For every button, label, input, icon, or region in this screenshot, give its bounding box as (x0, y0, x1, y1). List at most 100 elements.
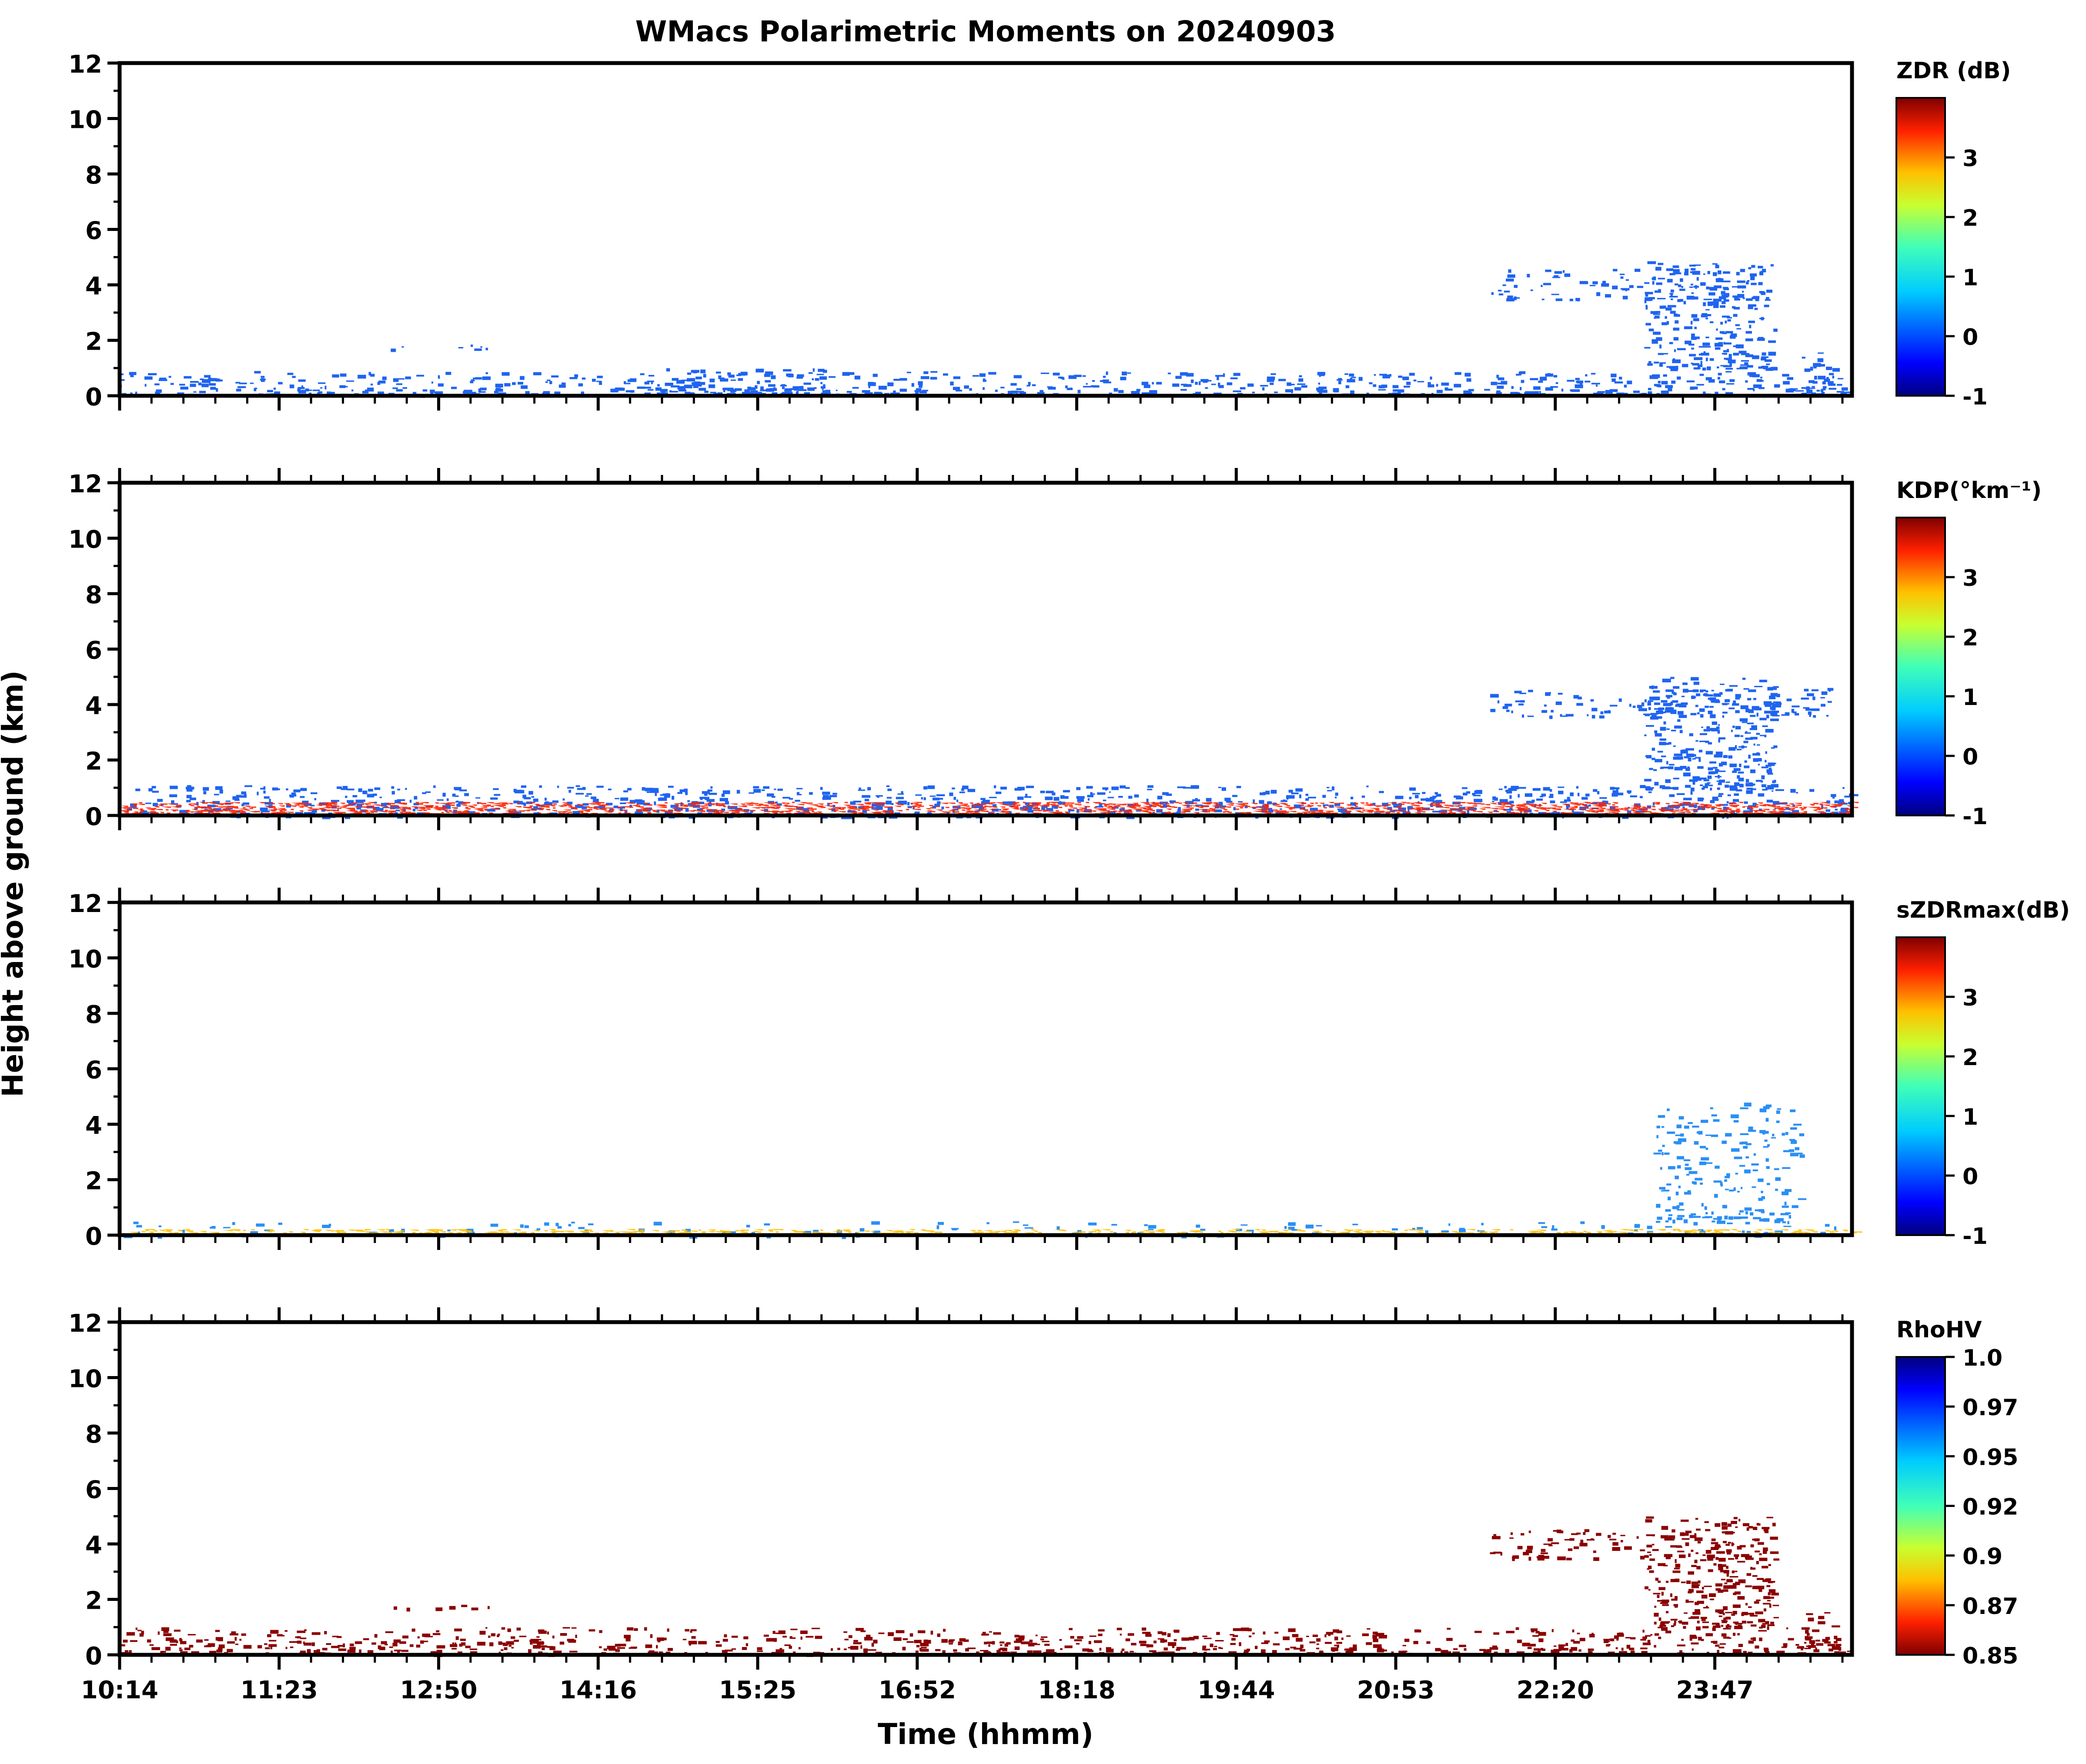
x-axis-label: Time (hhmm) (878, 1717, 1093, 1751)
colorbar (1895, 517, 1946, 816)
echo-speckle (1644, 261, 1778, 371)
axes-frame (117, 481, 1854, 818)
y-tick-label: 6 (85, 1056, 102, 1085)
y-tick-label: 12 (68, 50, 102, 79)
echo-speckle (1644, 1516, 1780, 1631)
x-tick-label: 23:47 (1676, 1676, 1753, 1704)
colorbar-tick-label: 0 (1962, 324, 1978, 351)
colorbar-label: RhoHV (1896, 1317, 1982, 1343)
echo-speckle (1653, 1102, 1807, 1224)
y-tick-label: 2 (85, 1587, 102, 1615)
colorbar-tick-label: 0.95 (1962, 1444, 2018, 1470)
y-tick-label: 0 (85, 383, 102, 411)
colorbar (1895, 1356, 1946, 1656)
y-tick-label: 12 (68, 890, 102, 918)
echo-speckle (120, 1627, 1853, 1657)
y-tick-label: 6 (85, 1476, 102, 1504)
y-tick-label: 8 (85, 1001, 102, 1029)
colorbar-tick-label: 3 (1962, 146, 1978, 172)
echo-speckle (1490, 1527, 1768, 1561)
x-tick-label: 19:44 (1197, 1676, 1275, 1704)
colorbar-label: sZDRmax(dB) (1896, 897, 2070, 923)
echo-speckle (640, 368, 836, 397)
x-tick-label: 22:20 (1517, 1676, 1594, 1704)
colorbar-tick-label: -1 (1962, 384, 1988, 410)
echo-rhohv-0 (120, 1627, 1853, 1657)
y-tick-label: 8 (85, 1420, 102, 1449)
echo-zdr-5 (1802, 352, 1840, 393)
colorbar-tick-label: 2 (1962, 625, 1978, 651)
colorbar-label: KDP(°km⁻¹) (1896, 478, 2042, 504)
colorbar-tick-label: 0.87 (1962, 1594, 2018, 1620)
y-tick-label: 4 (85, 1531, 102, 1560)
colorbar-tick-label: 3 (1962, 985, 1978, 1011)
echo-zdr-3 (1491, 268, 1766, 301)
echo-rhohv-4 (1801, 1612, 1840, 1650)
figure-title: WMacs Polarimetric Moments on 20240903 (635, 15, 1336, 48)
y-tick-label: 6 (85, 217, 102, 245)
y-tick-label: 12 (68, 470, 102, 498)
y-tick-label: 4 (85, 692, 102, 720)
colorbar (1895, 97, 1946, 397)
y-tick-label: 8 (85, 161, 102, 190)
x-tick-label: 14:16 (559, 1676, 637, 1704)
echo-speckle (1802, 352, 1840, 393)
echo-zdr-2 (640, 368, 836, 397)
y-tick-label: 12 (68, 1310, 102, 1338)
echo-rhohv-1 (394, 1604, 490, 1612)
echo-kdp-1 (1490, 688, 1834, 719)
colorbar-tick-label: 3 (1962, 565, 1978, 591)
echo-szdrmax-1 (1653, 1102, 1807, 1224)
colorbar-tick-label: -1 (1962, 1223, 1988, 1250)
colorbar-tick-label: 0 (1962, 1164, 1978, 1190)
x-tick-label: 15:25 (719, 1676, 796, 1704)
echo-speckle (1644, 677, 1781, 792)
colorbar-tick-label: 1 (1962, 265, 1978, 291)
y-tick-label: 6 (85, 637, 102, 665)
colorbar-tick-label: 1 (1962, 1104, 1978, 1130)
colorbar-label: ZDR (dB) (1896, 58, 2011, 84)
echo-speckle (120, 785, 1859, 819)
echo-speckle (391, 344, 488, 352)
colorbar-tick-label: 0.9 (1962, 1544, 2002, 1570)
x-tick-label: 12:50 (400, 1676, 477, 1704)
y-tick-label: 4 (85, 1112, 102, 1140)
echo-rhohv-2 (1490, 1527, 1768, 1561)
colorbar-tick-label: 2 (1962, 205, 1978, 231)
colorbar-tick-label: 1.0 (1962, 1345, 2002, 1371)
echo-zdr-4 (1644, 261, 1778, 371)
echo-mixed (120, 802, 1859, 817)
y-tick-label: 0 (85, 1642, 102, 1670)
axes-frame (117, 900, 1854, 1237)
colorbar-tick-label: 0 (1962, 744, 1978, 770)
y-tick-label: 8 (85, 581, 102, 609)
echo-kdp-2 (1644, 677, 1781, 792)
x-tick-label: 16:52 (879, 1676, 956, 1704)
echo-rhohv-3 (1644, 1516, 1780, 1631)
echo-speckle (1490, 688, 1834, 719)
echo-speckle (394, 1604, 490, 1612)
y-tick-label: 2 (85, 748, 102, 776)
y-tick-label: 10 (68, 945, 102, 974)
y-tick-label: 2 (85, 328, 102, 356)
axes-frame (117, 1320, 1854, 1657)
y-tick-label: 10 (68, 1365, 102, 1393)
y-axis-label: Height above ground (km) (0, 670, 30, 1097)
y-tick-label: 0 (85, 1223, 102, 1251)
echo-zdr-1 (391, 344, 488, 352)
echo-speckle (1801, 1612, 1840, 1650)
panel-rhohv: 0 2 4 6 8 10 12 10:14 11:23 12:50 14:16 15:25 16:52 1… (68, 1307, 2018, 1704)
colorbar-tick-label: 1 (1962, 685, 1978, 711)
echo-kdp-0 (120, 785, 1859, 819)
echo-speckle (1491, 268, 1766, 301)
y-tick-label: 4 (85, 272, 102, 301)
x-tick-label: 10:14 (81, 1676, 158, 1704)
y-tick-label: 10 (68, 526, 102, 554)
echo-speckle (120, 371, 1852, 398)
x-tick-label: 11:23 (241, 1676, 318, 1704)
colorbar-tick-label: 0.85 (1962, 1643, 2018, 1669)
